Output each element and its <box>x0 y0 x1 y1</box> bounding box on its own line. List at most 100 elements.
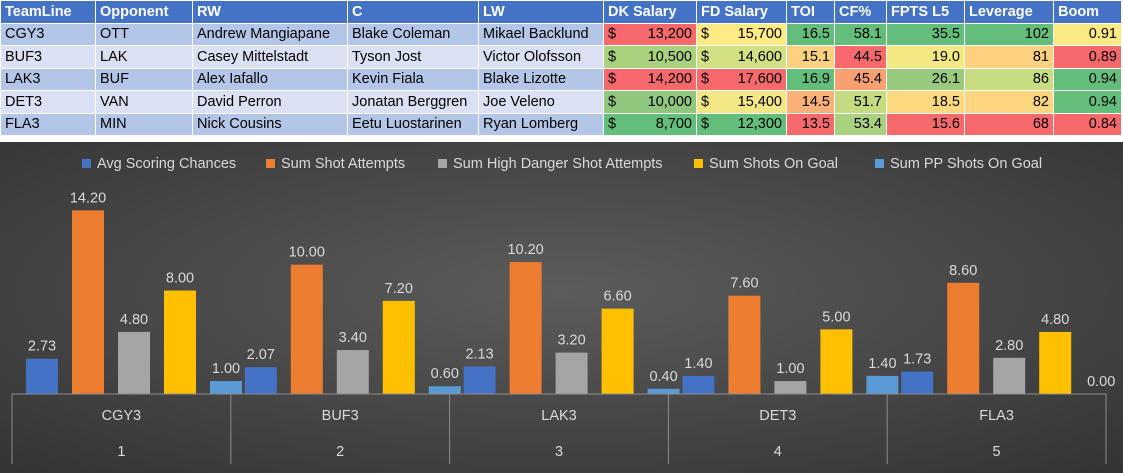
header-lw: LW <box>478 0 604 24</box>
bar <box>336 350 369 394</box>
header-teamline: TeamLine <box>0 0 96 24</box>
cell-boom: 0.94 <box>1053 90 1122 114</box>
cell-c: Eetu Luostarinen <box>347 112 479 136</box>
cell-rw: Casey Mittelstadt <box>192 45 348 69</box>
header-boom: Boom <box>1053 0 1122 24</box>
lineup-table-container: TeamLine Opponent RW C LW DK Salary FD Salary T… <box>0 0 1123 142</box>
legend-swatch <box>875 159 884 168</box>
data-label: 1.40 <box>684 356 712 372</box>
data-label: 4.80 <box>120 312 148 328</box>
currency-symbol: $ <box>608 71 617 88</box>
cell-cf-pct: 53.4 <box>834 112 887 136</box>
currency-symbol: $ <box>701 26 710 43</box>
bar <box>901 371 934 394</box>
header-row: TeamLine Opponent RW C LW DK Salary FD Salary T… <box>0 0 1122 24</box>
bar <box>947 282 980 394</box>
cell-leverage: 102 <box>964 22 1054 46</box>
cell-leverage: 68 <box>964 112 1054 136</box>
chart-bars <box>26 210 1072 394</box>
data-label: 4.80 <box>1041 312 1069 328</box>
cell-fpts-l5: 35.5 <box>886 22 965 46</box>
data-label: 8.00 <box>166 271 194 287</box>
bar <box>164 290 196 394</box>
category-label: DET3 <box>759 408 796 424</box>
cell-fd-salary: $12,300 <box>696 112 787 136</box>
cell-c: Kevin Fiala <box>347 67 479 91</box>
data-label: 0.00 <box>1087 374 1115 390</box>
cell-opponent: MIN <box>95 112 193 136</box>
cell-fpts-l5: 26.1 <box>886 67 965 91</box>
bar <box>555 352 588 394</box>
cell-cf-pct: 45.4 <box>834 67 887 91</box>
currency-symbol: $ <box>701 116 710 133</box>
data-label: 1.00 <box>776 361 804 377</box>
cell-rw: David Perron <box>192 90 348 114</box>
legend-label: Sum Shot Attempts <box>281 156 405 172</box>
cell-lw: Blake Lizotte <box>478 67 604 91</box>
table-row: LAK3 BUF Alex Iafallo Kevin Fiala Blake Lizo… <box>0 67 1122 91</box>
data-label: 10.00 <box>289 245 325 261</box>
cell-lw: Mikael Backlund <box>478 22 604 46</box>
currency-symbol: $ <box>608 48 617 65</box>
bar <box>382 300 415 394</box>
cell-toi: 14.5 <box>786 90 835 114</box>
legend-swatch <box>82 159 91 168</box>
bar <box>72 210 104 394</box>
legend-swatch <box>694 159 703 168</box>
cell-rw: Alex Iafallo <box>192 67 348 91</box>
bar <box>728 295 761 394</box>
salary-amount: 10,000 <box>647 93 692 110</box>
cell-dk-salary: $13,200 <box>603 22 697 46</box>
bar <box>244 367 277 394</box>
cell-lw: Victor Olofsson <box>478 45 604 69</box>
cell-fpts-l5: 18.5 <box>886 90 965 114</box>
table-row: DET3 VAN David Perron Jonatan Berggren Joe V… <box>0 90 1122 114</box>
cell-leverage: 86 <box>964 67 1054 91</box>
bar <box>463 366 496 394</box>
data-label: 6.60 <box>603 289 631 305</box>
cell-boom: 0.94 <box>1053 67 1122 91</box>
cell-leverage: 82 <box>964 90 1054 114</box>
data-label: 0.40 <box>649 369 677 385</box>
cell-cf-pct: 58.1 <box>834 22 887 46</box>
currency-symbol: $ <box>701 93 710 110</box>
cell-boom: 0.89 <box>1053 45 1122 69</box>
cell-fpts-l5: 19.0 <box>886 45 965 69</box>
data-label: 14.20 <box>70 190 106 206</box>
data-label: 5.00 <box>822 309 850 325</box>
cell-cf-pct: 44.5 <box>834 45 887 69</box>
table-header: TeamLine Opponent RW C LW DK Salary FD Salary T… <box>0 0 1122 24</box>
cell-teamline: BUF3 <box>0 45 96 69</box>
legend-label: Sum PP Shots On Goal <box>890 156 1042 172</box>
category-number: 2 <box>336 444 344 460</box>
bar <box>290 264 323 394</box>
cell-opponent: BUF <box>95 67 193 91</box>
data-label: 1.00 <box>212 361 240 377</box>
cell-toi: 15.1 <box>786 45 835 69</box>
cell-teamline: CGY3 <box>0 22 96 46</box>
cell-toi: 13.5 <box>786 112 835 136</box>
cell-teamline: DET3 <box>0 90 96 114</box>
cell-dk-salary: $14,200 <box>603 67 697 91</box>
header-c: C <box>347 0 479 24</box>
header-fd-salary: FD Salary <box>696 0 787 24</box>
category-label: CGY3 <box>102 408 142 424</box>
bar <box>210 381 242 394</box>
data-label: 3.40 <box>339 330 367 346</box>
cell-c: Jonatan Berggren <box>347 90 479 114</box>
bar <box>509 262 542 394</box>
bar <box>820 329 853 394</box>
data-label: 2.80 <box>995 338 1023 354</box>
cell-boom: 0.84 <box>1053 112 1122 136</box>
salary-amount: 15,400 <box>737 93 782 110</box>
legend-label: Sum High Danger Shot Attempts <box>453 156 663 172</box>
data-label: 2.07 <box>247 347 275 363</box>
cell-rw: Andrew Mangiapane <box>192 22 348 46</box>
category-number: 4 <box>774 444 782 460</box>
data-label: 3.20 <box>557 333 585 349</box>
cell-toi: 16.5 <box>786 22 835 46</box>
category-label: FLA3 <box>979 408 1014 424</box>
chart-category-axis: CGY3 1 BUF3 2 LAK3 3 DET3 4 FLA3 5 <box>11 393 1107 464</box>
bar <box>682 375 715 394</box>
cell-toi: 16.9 <box>786 67 835 91</box>
